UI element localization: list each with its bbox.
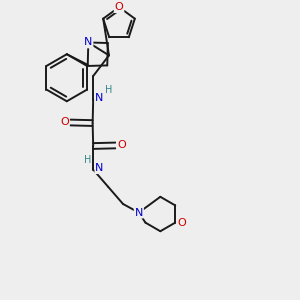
Text: N: N bbox=[135, 208, 143, 218]
Text: O: O bbox=[60, 118, 69, 128]
Text: N: N bbox=[95, 163, 104, 173]
Text: O: O bbox=[117, 140, 126, 151]
Text: N: N bbox=[95, 93, 104, 103]
Text: O: O bbox=[177, 218, 186, 228]
Text: N: N bbox=[84, 38, 92, 47]
Text: O: O bbox=[115, 2, 123, 12]
Text: H: H bbox=[84, 155, 91, 165]
Text: H: H bbox=[105, 85, 113, 95]
